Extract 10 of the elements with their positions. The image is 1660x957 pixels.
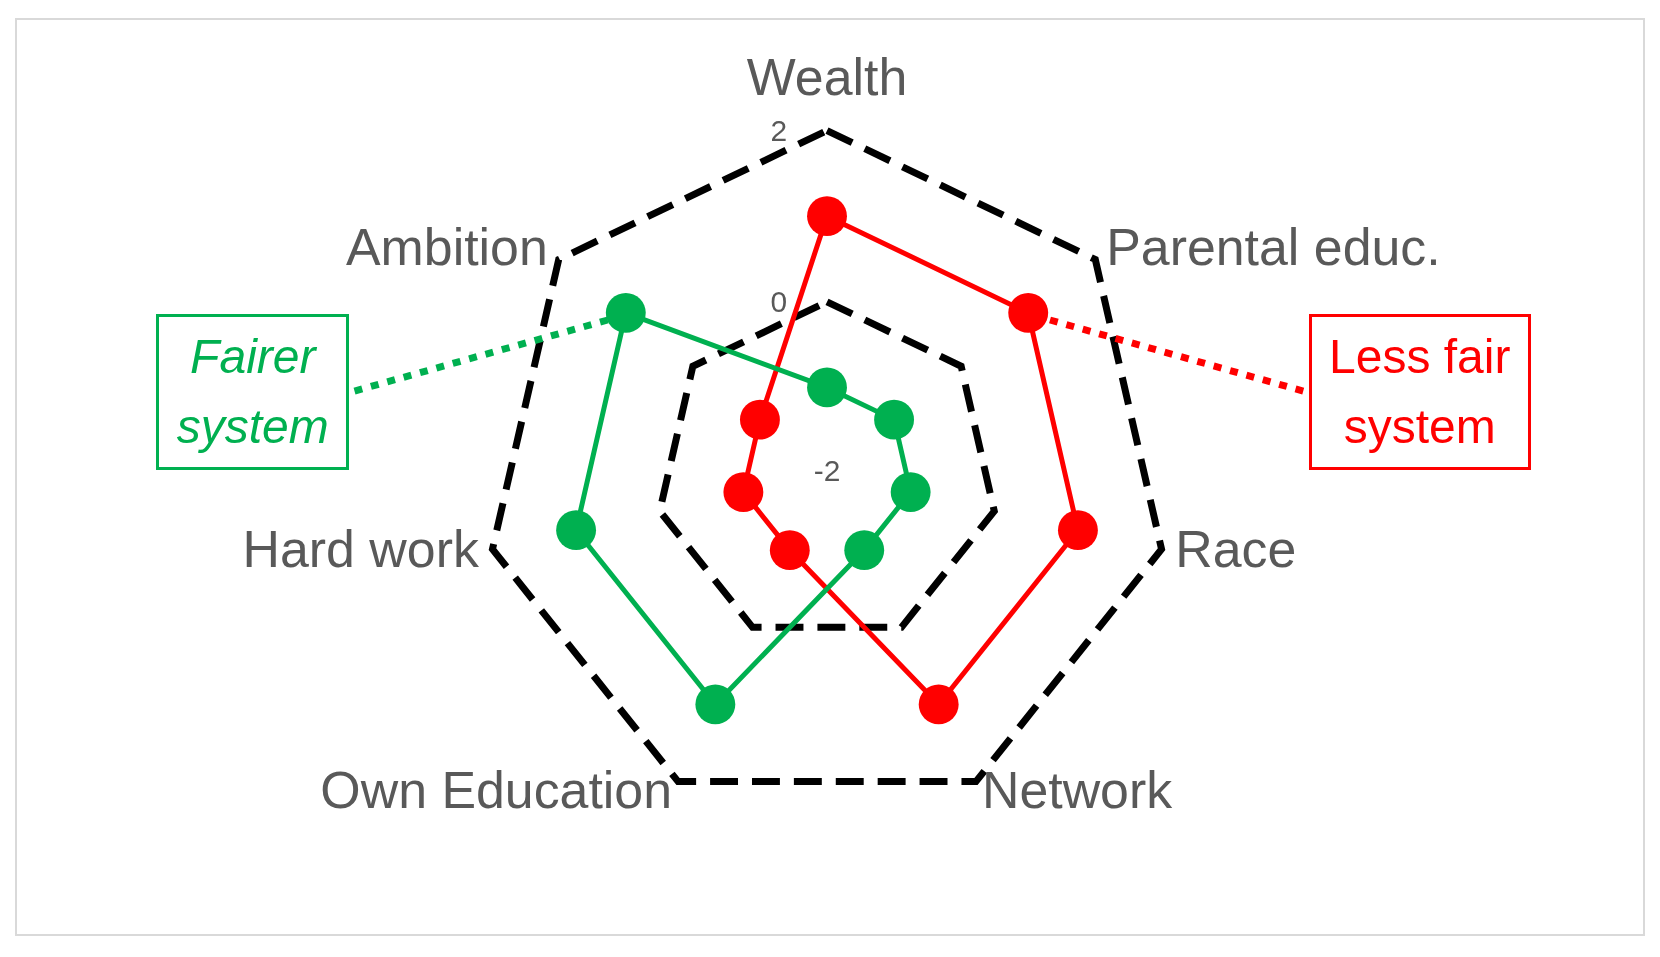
spoke-label: Parental educ. [1106, 218, 1441, 277]
spoke-label: Own Education [320, 761, 673, 820]
spoke-label: Network [981, 761, 1173, 820]
spoke-label: Hard work [242, 519, 479, 578]
y-tick-label: -2 [813, 454, 841, 488]
y-tick-label: 2 [770, 113, 788, 147]
spoke-label: Wealth [746, 47, 908, 106]
spoke-label: Ambition [346, 218, 548, 277]
spoke-label: Race [1175, 519, 1297, 578]
y-tick-label: 0 [770, 285, 788, 318]
